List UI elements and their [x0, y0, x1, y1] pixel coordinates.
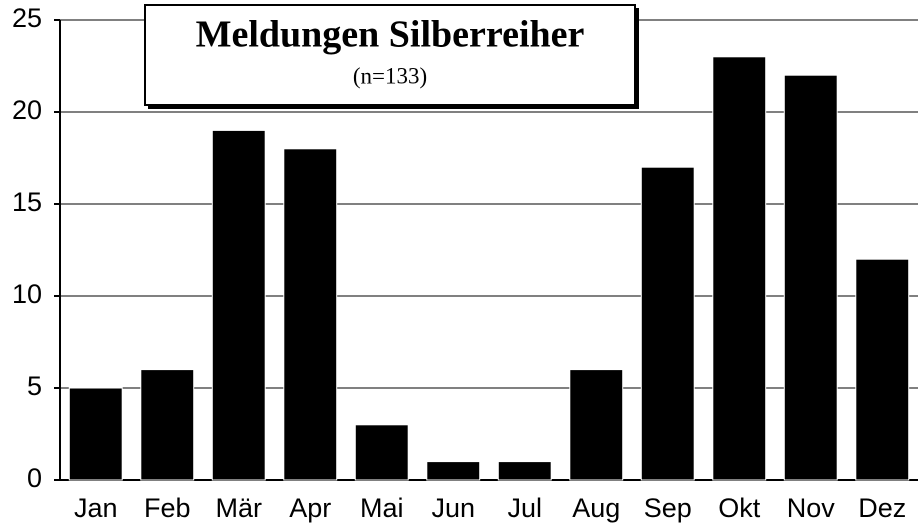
bar — [354, 424, 409, 481]
x-tick-label: Aug — [572, 493, 620, 523]
x-tick-label: Nov — [787, 493, 836, 523]
y-tick-label: 0 — [27, 463, 42, 493]
chart-subtitle: (n=133) — [353, 63, 427, 88]
bar — [140, 369, 195, 481]
chart-title: Meldungen Silberreiher — [196, 14, 585, 56]
bar — [426, 461, 481, 481]
x-tick-label: Jun — [431, 493, 475, 523]
x-tick-label: Jul — [507, 493, 542, 523]
x-tick-label: Mär — [216, 493, 263, 523]
bar — [497, 461, 552, 481]
y-tick-label: 15 — [12, 187, 42, 217]
y-tick-label: 25 — [12, 3, 42, 33]
x-tick-label: Apr — [289, 493, 331, 523]
bar — [211, 129, 266, 481]
x-tick-label: Jan — [74, 493, 118, 523]
y-tick-label: 5 — [27, 371, 42, 401]
bar — [783, 74, 838, 481]
bar — [855, 258, 910, 481]
bar — [283, 148, 338, 481]
y-tick-label: 20 — [12, 95, 42, 125]
x-tick-label: Feb — [144, 493, 191, 523]
x-tick-label: Mai — [360, 493, 404, 523]
y-tick-label: 10 — [12, 279, 42, 309]
bar — [640, 166, 695, 481]
x-tick-label: Okt — [718, 493, 761, 523]
bar — [712, 56, 767, 481]
bar — [569, 369, 624, 481]
x-tick-label: Dez — [858, 493, 906, 523]
x-tick-label: Sep — [644, 493, 692, 523]
bar — [68, 387, 123, 481]
